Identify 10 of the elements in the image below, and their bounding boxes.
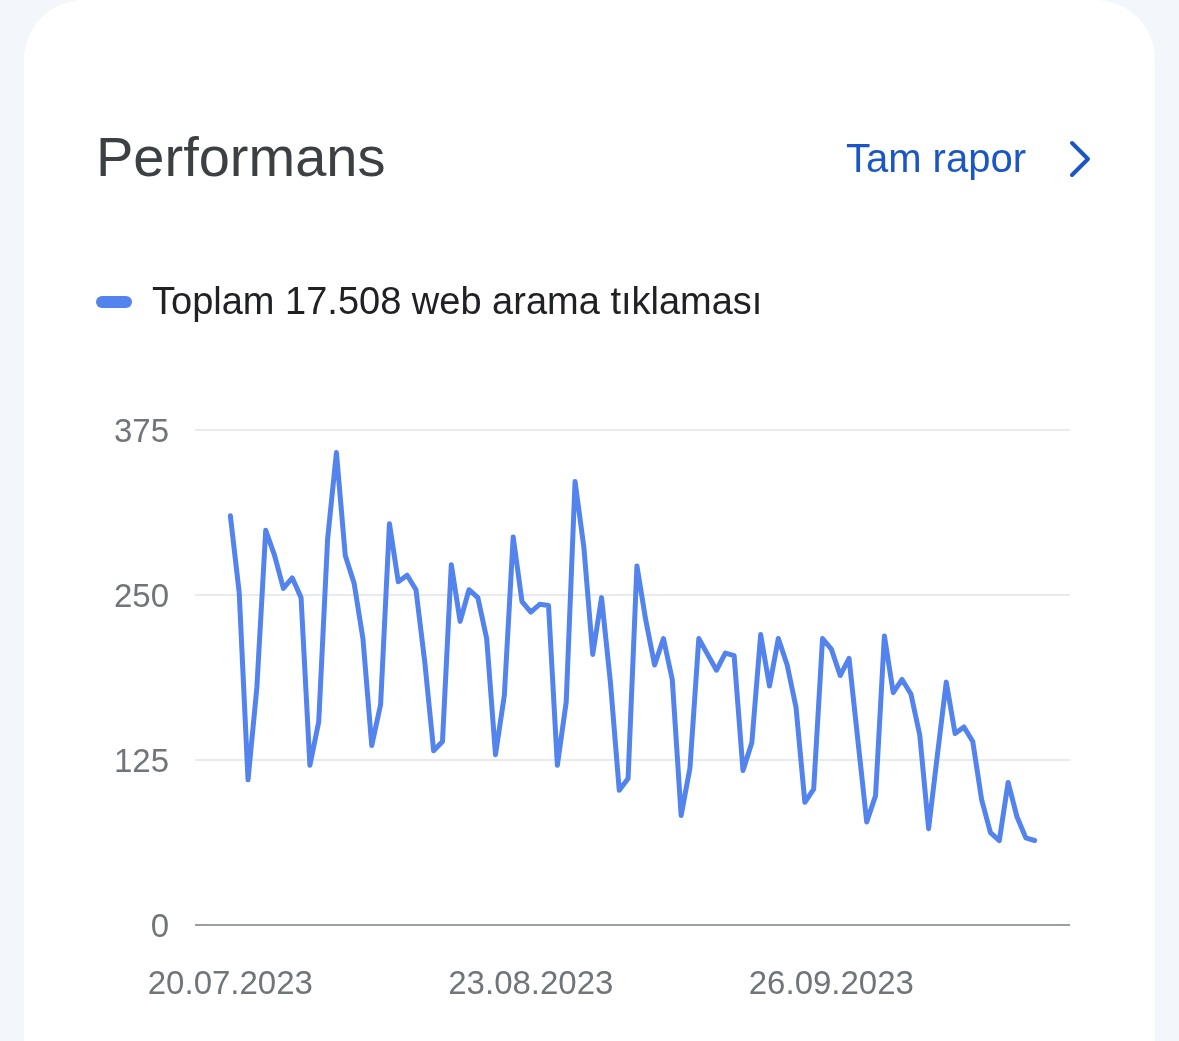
x-tick-label: 26.09.2023 <box>748 964 914 1002</box>
y-tick-label: 0 <box>150 906 169 944</box>
text: Tam rapor <box>845 136 1026 181</box>
x-tick-label: 20.07.2023 <box>147 964 313 1002</box>
legend-label: Toplam 17.508 web arama tıklaması <box>152 280 763 323</box>
y-tick-label: 375 <box>113 411 169 449</box>
x-tick-label: 23.08.2023 <box>448 964 614 1002</box>
chart-title: Performans <box>96 124 386 189</box>
y-tick-label: 125 <box>113 741 169 779</box>
y-tick-label: 250 <box>113 576 169 614</box>
